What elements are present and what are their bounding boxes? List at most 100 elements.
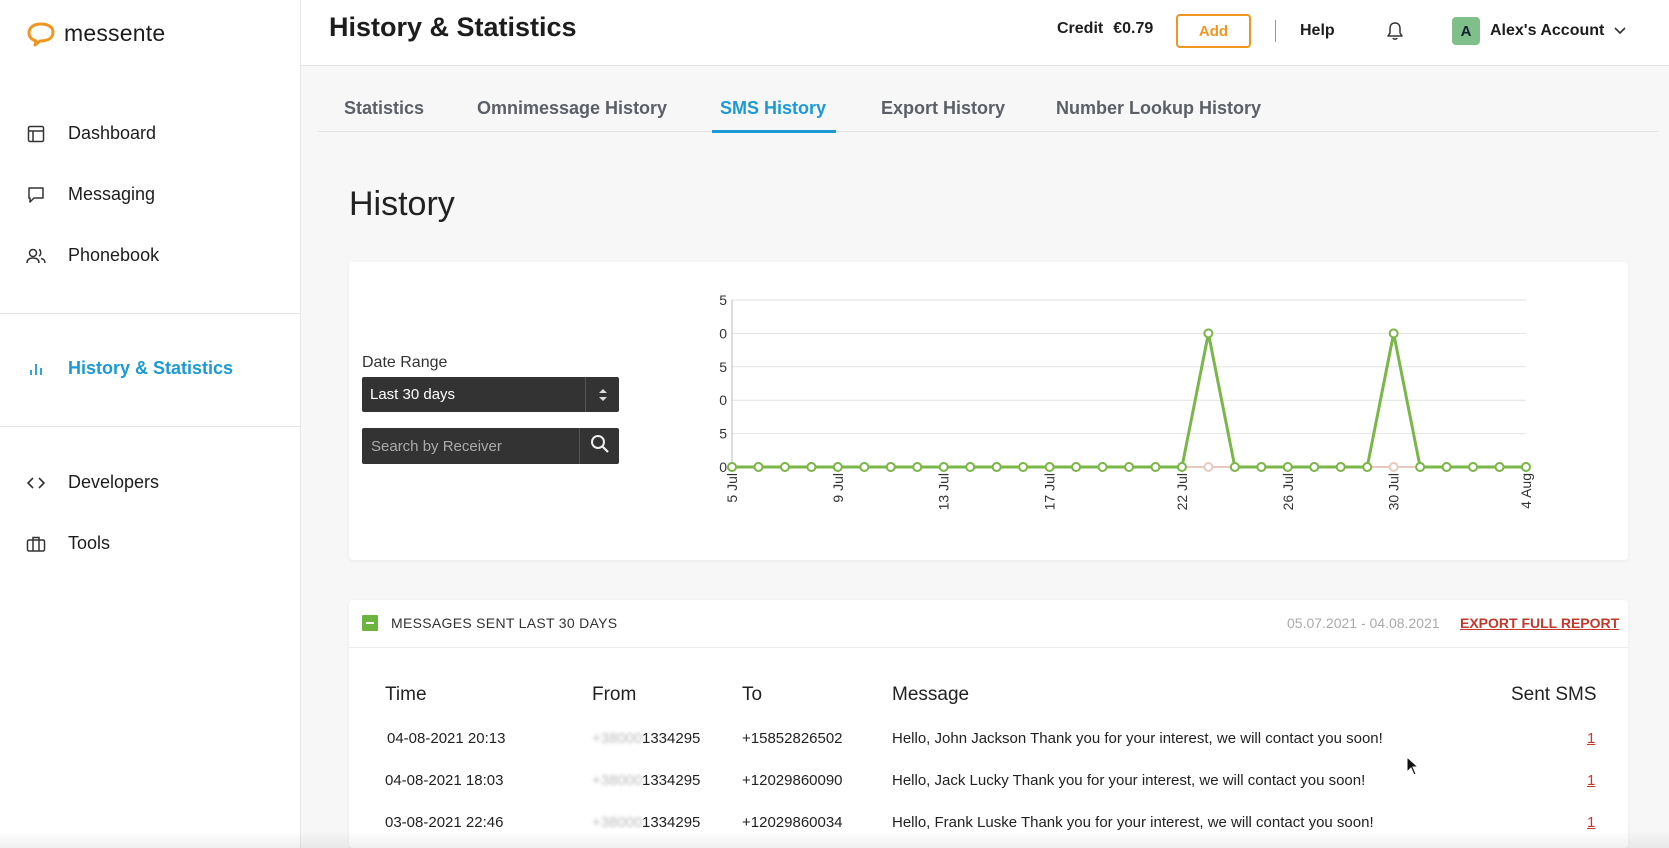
cell-from: 1334295 [642,772,701,789]
x-tick-label: 9 Jul [830,473,846,503]
data-point [1521,462,1531,472]
cell-to: +15852826502 [742,730,843,747]
brand-name: messente [64,20,166,46]
active-tab-indicator [712,130,836,133]
y-tick-label: 2.0 [719,325,727,341]
sidebar-divider [0,426,301,427]
tab-statistics[interactable]: Statistics [344,98,425,118]
tab-bar: Statistics Omnimessage History SMS Histo… [318,66,1658,133]
section-title: History [349,185,455,223]
messente-logo-icon [27,22,55,46]
search-button[interactable] [579,428,619,464]
sidebar-item-developers[interactable]: Developers [26,472,159,493]
cell-message: Hello, Frank Luske Thank you for your in… [892,814,1374,831]
column-header-from: From [592,684,637,705]
sidebar-item-messaging[interactable]: Messaging [26,184,155,205]
sidebar-item-label: Dashboard [68,123,157,143]
sidebar-item-history-statistics[interactable]: History & Statistics [26,358,233,379]
chat-bubble-icon [26,185,46,205]
avatar: A [1452,17,1480,45]
search-input[interactable] [362,428,579,464]
add-credit-button[interactable]: Add [1176,14,1251,48]
layout-icon [26,124,46,144]
data-point [1256,462,1267,472]
data-point [1097,462,1108,472]
data-point [938,462,949,472]
date-range-select[interactable]: Last 30 days [362,377,619,412]
search-icon [590,434,610,459]
sidebar-item-tools[interactable]: Tools [26,533,110,554]
cell-from-hidden: +38000 [592,730,643,747]
credit-label: Credit [1057,20,1104,37]
data-point [1388,462,1399,472]
data-point [859,462,870,472]
header-separator [1275,20,1276,42]
cell-sent-sms-link[interactable]: 1 [1587,772,1596,789]
x-tick-label: 13 Jul [936,473,952,510]
column-header-message: Message [892,684,970,705]
cell-time: 04-08-2021 20:13 [387,730,506,747]
column-header-time: Time [385,684,427,705]
sidebar-item-label: Tools [68,533,111,553]
code-icon [26,473,46,493]
sidebar-item-label: History & Statistics [68,358,234,378]
tab-omnimessage-history[interactable]: Omnimessage History [477,98,668,118]
y-tick-label: 1.0 [719,392,727,408]
page-title: History & Statistics [329,12,577,42]
sidebar-item-phonebook[interactable]: Phonebook [26,245,159,266]
bar-chart-icon [26,359,46,379]
sidebar-divider [0,313,301,314]
messages-card: MESSAGES SENT LAST 30 DAYS 05.07.2021 - … [349,600,1628,848]
help-link[interactable]: Help [1300,22,1335,39]
messages-header: MESSAGES SENT LAST 30 DAYS 05.07.2021 - … [349,600,1628,648]
data-point [1203,462,1214,472]
data-point [753,462,764,472]
briefcase-icon [26,534,46,554]
tab-export-history[interactable]: Export History [881,98,1006,118]
messages-date-range: 05.07.2021 - 04.08.2021 [1287,615,1440,631]
messente-logo[interactable]: messente [26,20,165,47]
data-point [991,462,1002,472]
tab-number-lookup-history[interactable]: Number Lookup History [1056,98,1262,118]
credit-display: Credit €0.79 [1057,20,1153,38]
data-point [1415,462,1426,472]
cell-to: +12029860090 [742,772,843,789]
sidebar-item-dashboard[interactable]: Dashboard [26,123,156,144]
export-full-report-link[interactable]: EXPORT FULL REPORT [1460,615,1620,631]
cell-from-hidden: +38000 [592,772,643,789]
data-point [1176,462,1187,472]
data-point [1229,462,1240,472]
data-point [1335,462,1346,472]
chevron-down-icon [1614,22,1626,40]
data-point [1362,462,1373,472]
collapse-icon[interactable] [362,615,378,631]
y-tick-label: 2.5 [719,292,727,308]
users-icon [26,246,46,266]
bell-icon[interactable] [1386,21,1404,46]
credit-amount: €0.79 [1113,20,1154,37]
data-point [1044,462,1055,472]
data-point [965,462,976,472]
top-header: History & Statistics Credit €0.79 Add He… [301,0,1669,66]
account-menu[interactable]: A Alex's Account [1452,17,1626,45]
cell-to: +12029860034 [742,814,843,831]
data-point [1282,462,1293,472]
history-chart-card: Date Range Last 30 days 0.0 0.5 1.0 1.5 2.0 2… [349,262,1628,560]
receiver-search [362,428,619,464]
data-point [1468,462,1479,472]
select-arrows-icon [585,377,619,412]
y-tick-label: 0.0 [719,459,727,475]
account-name: Alex's Account [1490,22,1605,39]
sidebar: messente Dashboard Messaging Phonebook H… [0,0,301,848]
cell-sent-sms-link[interactable]: 1 [1587,730,1596,747]
x-tick-label: 4 Aug [1518,473,1534,509]
tab-sms-history[interactable]: SMS History [720,98,827,118]
data-point [806,462,817,472]
cell-sent-sms-link[interactable]: 1 [1587,814,1596,831]
sidebar-item-label: Messaging [68,184,156,204]
date-range-label: Date Range [362,354,448,371]
y-tick-label: 0.5 [719,426,727,442]
column-header-to: To [742,684,763,705]
data-point [1441,462,1452,472]
cell-message: Hello, Jack Lucky Thank you for your int… [892,772,1366,789]
